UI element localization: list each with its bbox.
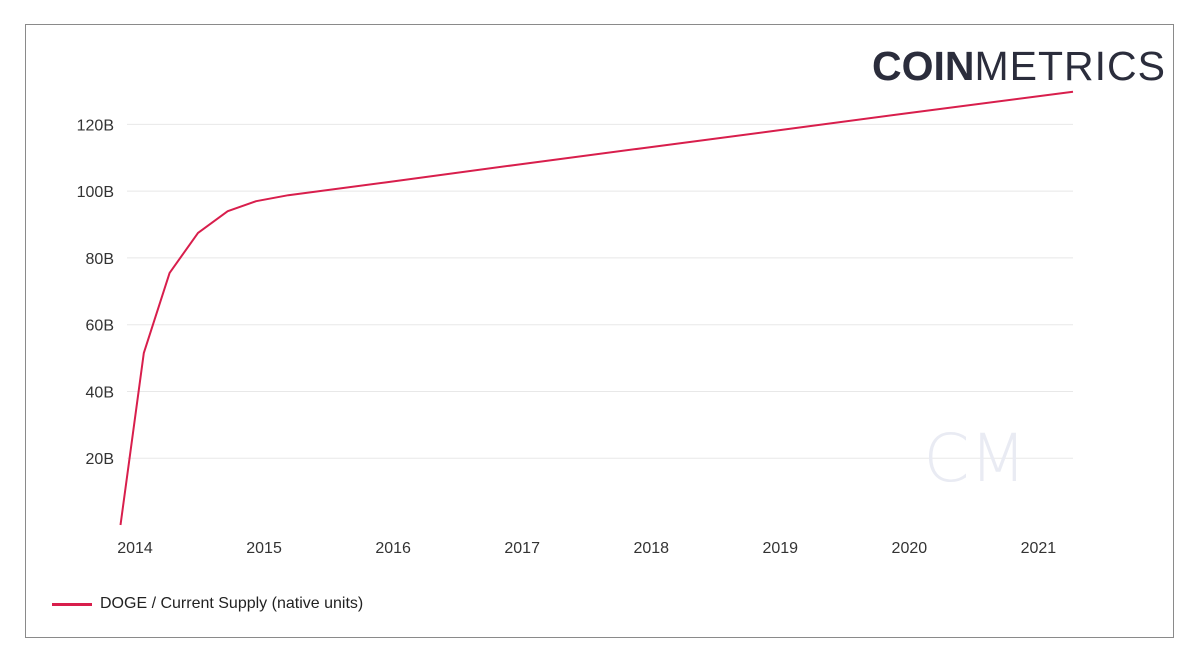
y-tick-label: 120B bbox=[77, 117, 114, 134]
x-tick-label: 2017 bbox=[504, 540, 540, 557]
y-tick-label: 40B bbox=[86, 384, 114, 401]
y-tick-label: 20B bbox=[86, 451, 114, 468]
series-lines bbox=[119, 90, 1074, 526]
x-tick-label: 2021 bbox=[1021, 540, 1057, 557]
x-tick-label: 2015 bbox=[246, 540, 282, 557]
y-tick-label: 60B bbox=[86, 318, 114, 335]
x-axis-ticks: 2014 2015 2016 2017 2018 2019 2020 2021 bbox=[117, 540, 1056, 557]
y-axis-ticks: 20B 40B 60B 80B 100B 120B bbox=[77, 117, 114, 468]
chart-frame bbox=[25, 24, 1174, 638]
legend-swatch bbox=[52, 602, 92, 606]
x-tick-label: 2019 bbox=[762, 540, 798, 557]
y-tick-label: 100B bbox=[77, 184, 114, 201]
x-tick-label: 2016 bbox=[375, 540, 411, 557]
watermark: CM bbox=[923, 420, 1026, 497]
logo-light-text: METRICS bbox=[974, 43, 1166, 89]
legend-label: DOGE / Current Supply (native units) bbox=[100, 595, 364, 612]
legend[interactable]: DOGE / Current Supply (native units) bbox=[52, 595, 363, 613]
x-tick-label: 2014 bbox=[117, 540, 153, 557]
y-tick-label: 80B bbox=[86, 251, 114, 268]
coinmetrics-logo: COINMETRICS bbox=[872, 42, 1166, 90]
x-tick-label: 2018 bbox=[633, 540, 669, 557]
x-tick-label: 2020 bbox=[892, 540, 928, 557]
watermark-text: CM bbox=[923, 420, 1026, 497]
logo-bold-text: COIN bbox=[872, 43, 975, 89]
gridlines bbox=[127, 123, 1073, 459]
series-line[interactable] bbox=[119, 90, 1074, 526]
